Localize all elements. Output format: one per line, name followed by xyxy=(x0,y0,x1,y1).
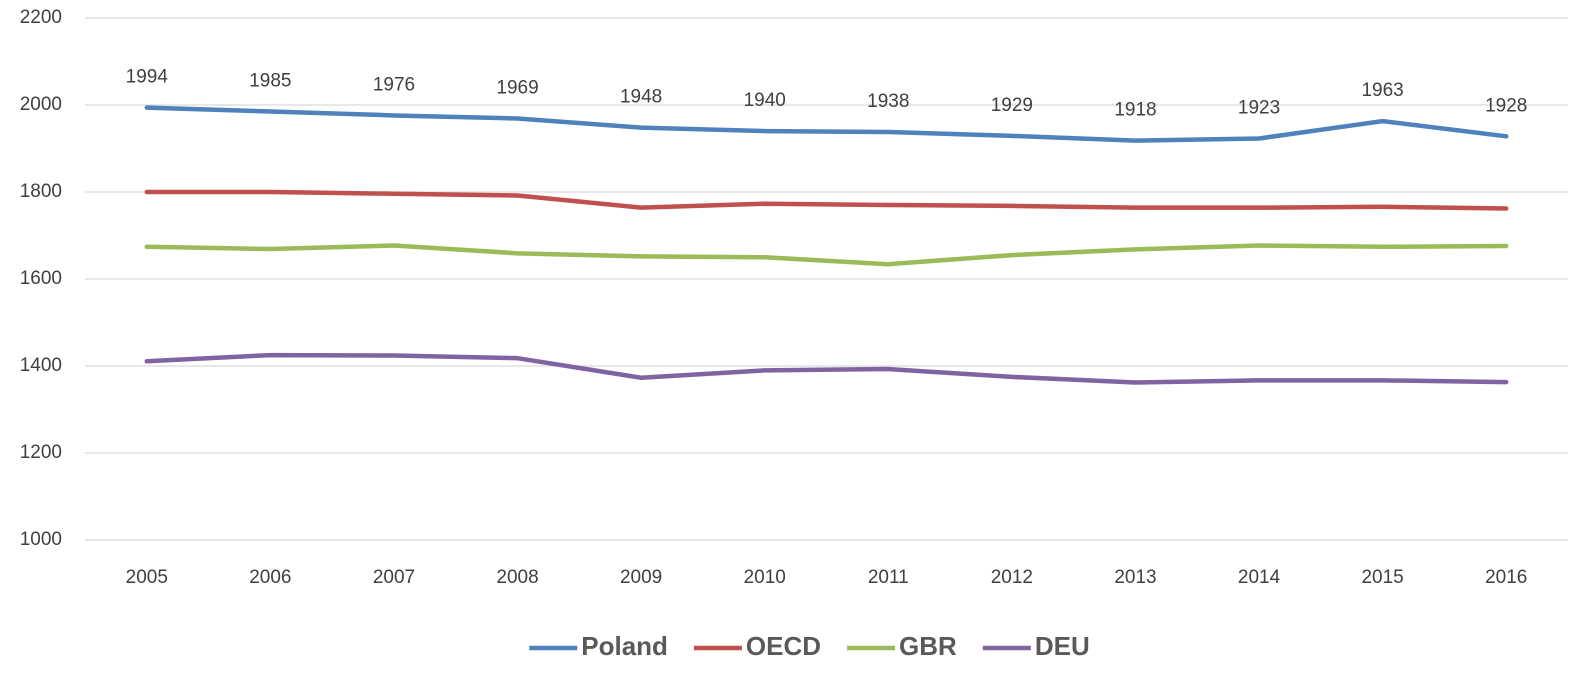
series-line xyxy=(144,243,1509,267)
x-tick-label: 2009 xyxy=(620,567,662,588)
data-label: 1985 xyxy=(249,71,291,92)
data-label: 1929 xyxy=(991,95,1033,116)
series-line xyxy=(144,105,1509,143)
y-tick-label: 1600 xyxy=(20,268,62,289)
data-label: 1940 xyxy=(744,90,786,111)
y-tick-label: 1800 xyxy=(20,181,62,202)
y-tick-label: 2000 xyxy=(20,94,62,115)
x-tick-label: 2012 xyxy=(991,567,1033,588)
legend: Poland OECD GBR DEU xyxy=(529,631,1090,661)
x-tick-label: 2011 xyxy=(868,567,909,588)
x-tick-label: 2014 xyxy=(1238,567,1281,588)
x-tick-label: 2006 xyxy=(249,567,291,588)
legend-label: OECD xyxy=(746,631,821,661)
y-tick-label: 1400 xyxy=(20,355,62,376)
data-label: 1918 xyxy=(1114,100,1156,121)
data-label: 1976 xyxy=(373,74,415,95)
data-label: 1963 xyxy=(1361,80,1403,101)
data-label: 1969 xyxy=(496,78,538,99)
legend-label: DEU xyxy=(1035,631,1090,661)
data-label: 1923 xyxy=(1238,98,1280,119)
data-label: 1928 xyxy=(1485,95,1527,116)
legend-label: GBR xyxy=(899,631,957,661)
y-tick-label: 1200 xyxy=(20,442,62,463)
y-tick-label: 1000 xyxy=(20,529,62,550)
x-tick-label: 2016 xyxy=(1485,567,1527,588)
series-line xyxy=(144,189,1509,211)
series-line xyxy=(144,352,1509,385)
data-label: 1948 xyxy=(620,87,662,108)
legend-label: Poland xyxy=(581,631,668,661)
x-tick-label: 2005 xyxy=(126,567,168,588)
x-tick-label: 2008 xyxy=(496,567,538,588)
y-tick-label: 2200 xyxy=(20,7,62,28)
data-label: 1994 xyxy=(126,67,169,88)
x-tick-label: 2015 xyxy=(1361,567,1403,588)
x-tick-label: 2013 xyxy=(1114,567,1156,588)
x-tick-label: 2010 xyxy=(744,567,786,588)
data-label: 1938 xyxy=(867,91,909,112)
x-tick-label: 2007 xyxy=(373,567,415,588)
